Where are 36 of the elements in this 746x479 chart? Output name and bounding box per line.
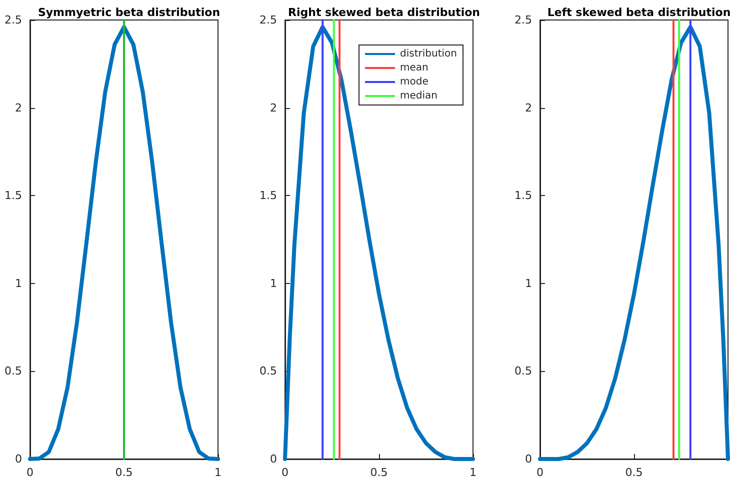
y-tick-label: 0 — [525, 452, 532, 466]
y-tick-label: 1.5 — [260, 189, 277, 202]
y-tick-label: 0 — [15, 452, 22, 466]
x-tick-label: 0.5 — [370, 466, 388, 479]
x-tick-label: 0.5 — [625, 466, 643, 479]
y-tick-label: 1 — [15, 276, 22, 290]
line-series — [538, 25, 730, 461]
legend-label: mean — [400, 62, 428, 74]
y-tick-label: 0.5 — [514, 364, 532, 378]
y-tick-label: 2.5 — [260, 14, 277, 26]
legend-label: median — [400, 90, 438, 102]
y-tick-label: 1.5 — [4, 189, 22, 202]
y-tick-label: 1.5 — [514, 189, 532, 202]
chart-title: Symmyetric beta distribution — [38, 6, 220, 19]
chart-title: Left skewed beta distribution — [547, 6, 731, 19]
x-tick-label: 0 — [536, 466, 544, 479]
x-tick-label: 0 — [26, 466, 34, 479]
y-tick-label: 2.5 — [4, 14, 22, 26]
legend-label: distribution — [400, 48, 458, 60]
x-tick-label: 0 — [282, 466, 288, 479]
x-tick-label: 1 — [214, 466, 222, 479]
legend-label: mode — [400, 76, 428, 88]
y-tick-label: 2 — [15, 101, 22, 114]
y-tick-label: 1 — [270, 276, 277, 290]
y-tick-label: 2 — [525, 101, 532, 114]
y-tick-label: 1 — [525, 276, 532, 290]
x-tick-label: 0.5 — [115, 466, 133, 479]
chart-title: Right skewed beta distribution — [288, 6, 480, 19]
line-series — [28, 25, 220, 461]
y-tick-label: 2 — [270, 101, 277, 114]
x-tick-label: 1 — [470, 466, 476, 479]
y-tick-label: 0.5 — [4, 364, 22, 378]
line-series — [283, 25, 475, 461]
y-tick-label: 0 — [270, 452, 277, 466]
y-tick-label: 0.5 — [260, 364, 277, 378]
y-tick-label: 2.5 — [514, 14, 532, 26]
